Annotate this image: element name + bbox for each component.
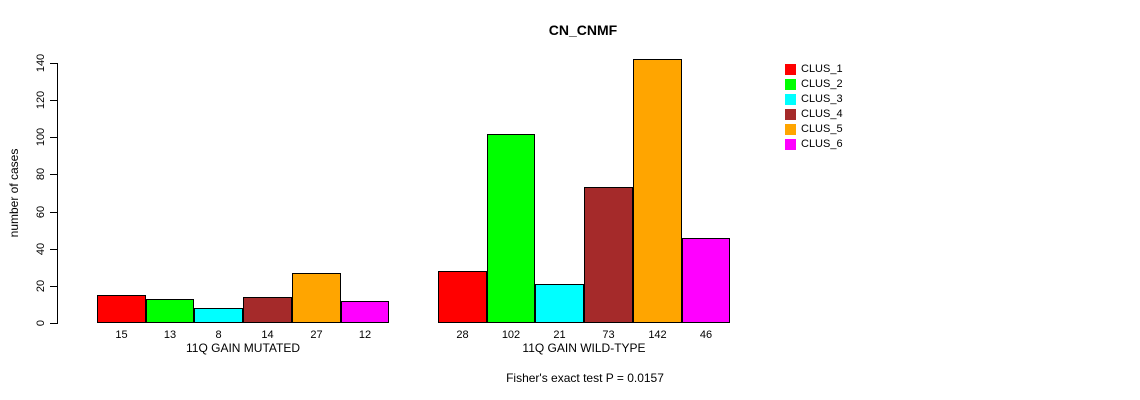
- bar-value-label: 14: [261, 329, 274, 341]
- y-tick-label: 20: [35, 279, 47, 293]
- legend-label: CLUS_4: [801, 108, 843, 120]
- group-label-mutated: 11Q GAIN MUTATED: [185, 341, 300, 355]
- legend-swatch: [785, 79, 796, 90]
- y-tick: [50, 323, 57, 324]
- legend-item-clus_3: CLUS_3: [785, 92, 843, 107]
- y-tick-label: 80: [35, 167, 47, 181]
- bar-value-label: 28: [456, 329, 469, 341]
- y-tick: [50, 249, 57, 250]
- y-tick: [50, 137, 57, 138]
- bar-value-label: 12: [358, 329, 372, 341]
- y-tick: [50, 100, 57, 101]
- bar-clus_3: [194, 308, 243, 323]
- legend-item-clus_5: CLUS_5: [785, 122, 843, 137]
- bar-clus_6: [682, 238, 730, 323]
- legend-swatch: [785, 139, 796, 150]
- bar-value-label: 21: [553, 329, 566, 341]
- bar-clus_3: [535, 284, 584, 323]
- legend-item-clus_6: CLUS_6: [785, 137, 843, 152]
- legend-label: CLUS_2: [801, 78, 843, 90]
- bar-clus_4: [584, 187, 633, 323]
- bar-value-label: 142: [648, 329, 667, 341]
- y-tick: [50, 174, 57, 175]
- y-tick: [50, 63, 57, 64]
- legend-swatch: [785, 94, 796, 105]
- bar-value-label: 46: [699, 329, 713, 341]
- bar-clus_2: [146, 299, 194, 323]
- bar-clus_6: [341, 301, 389, 323]
- y-tick-label: 120: [35, 90, 47, 110]
- bar-value-label: 27: [310, 329, 323, 341]
- legend-label: CLUS_3: [801, 93, 843, 105]
- y-tick: [50, 286, 57, 287]
- legend-swatch: [785, 109, 796, 120]
- bar-clus_4: [243, 297, 292, 323]
- legend: CLUS_1 CLUS_2 CLUS_3 CLUS_4 CLUS_5 CLUS_6: [785, 62, 843, 152]
- bar-clus_2: [487, 134, 535, 323]
- legend-item-clus_4: CLUS_4: [785, 107, 843, 122]
- group-label-wild-type: 11Q GAIN WILD-TYPE: [522, 341, 646, 355]
- legend-swatch: [785, 124, 796, 135]
- y-tick-label: 60: [35, 205, 47, 219]
- y-tick-label: 40: [35, 242, 47, 256]
- bar-value-label: 13: [163, 329, 177, 341]
- legend-label: CLUS_1: [801, 63, 843, 75]
- bar-clus_1: [97, 295, 146, 323]
- bar-value-label: 15: [115, 329, 128, 341]
- legend-swatch: [785, 64, 796, 75]
- chart-title: CN_CNMF: [548, 22, 618, 38]
- fisher-test-footnote: Fisher's exact test P = 0.0157: [506, 371, 664, 385]
- bar-clus_1: [438, 271, 487, 323]
- bar-value-label: 102: [501, 329, 521, 341]
- legend-item-clus_1: CLUS_1: [785, 62, 843, 77]
- y-tick-label: 0: [35, 319, 47, 327]
- bar-clus_5: [633, 59, 682, 323]
- bar-clus_5: [292, 273, 341, 323]
- y-tick-label: 140: [35, 53, 47, 73]
- y-axis-label: number of cases: [7, 148, 21, 238]
- bar-value-label: 73: [602, 329, 615, 341]
- legend-item-clus_2: CLUS_2: [785, 77, 843, 92]
- legend-label: CLUS_5: [801, 123, 843, 135]
- y-tick: [50, 212, 57, 213]
- y-axis-line: [57, 63, 58, 324]
- legend-label: CLUS_6: [801, 138, 843, 150]
- bar-value-label: 8: [215, 329, 222, 341]
- y-tick-label: 100: [35, 127, 47, 147]
